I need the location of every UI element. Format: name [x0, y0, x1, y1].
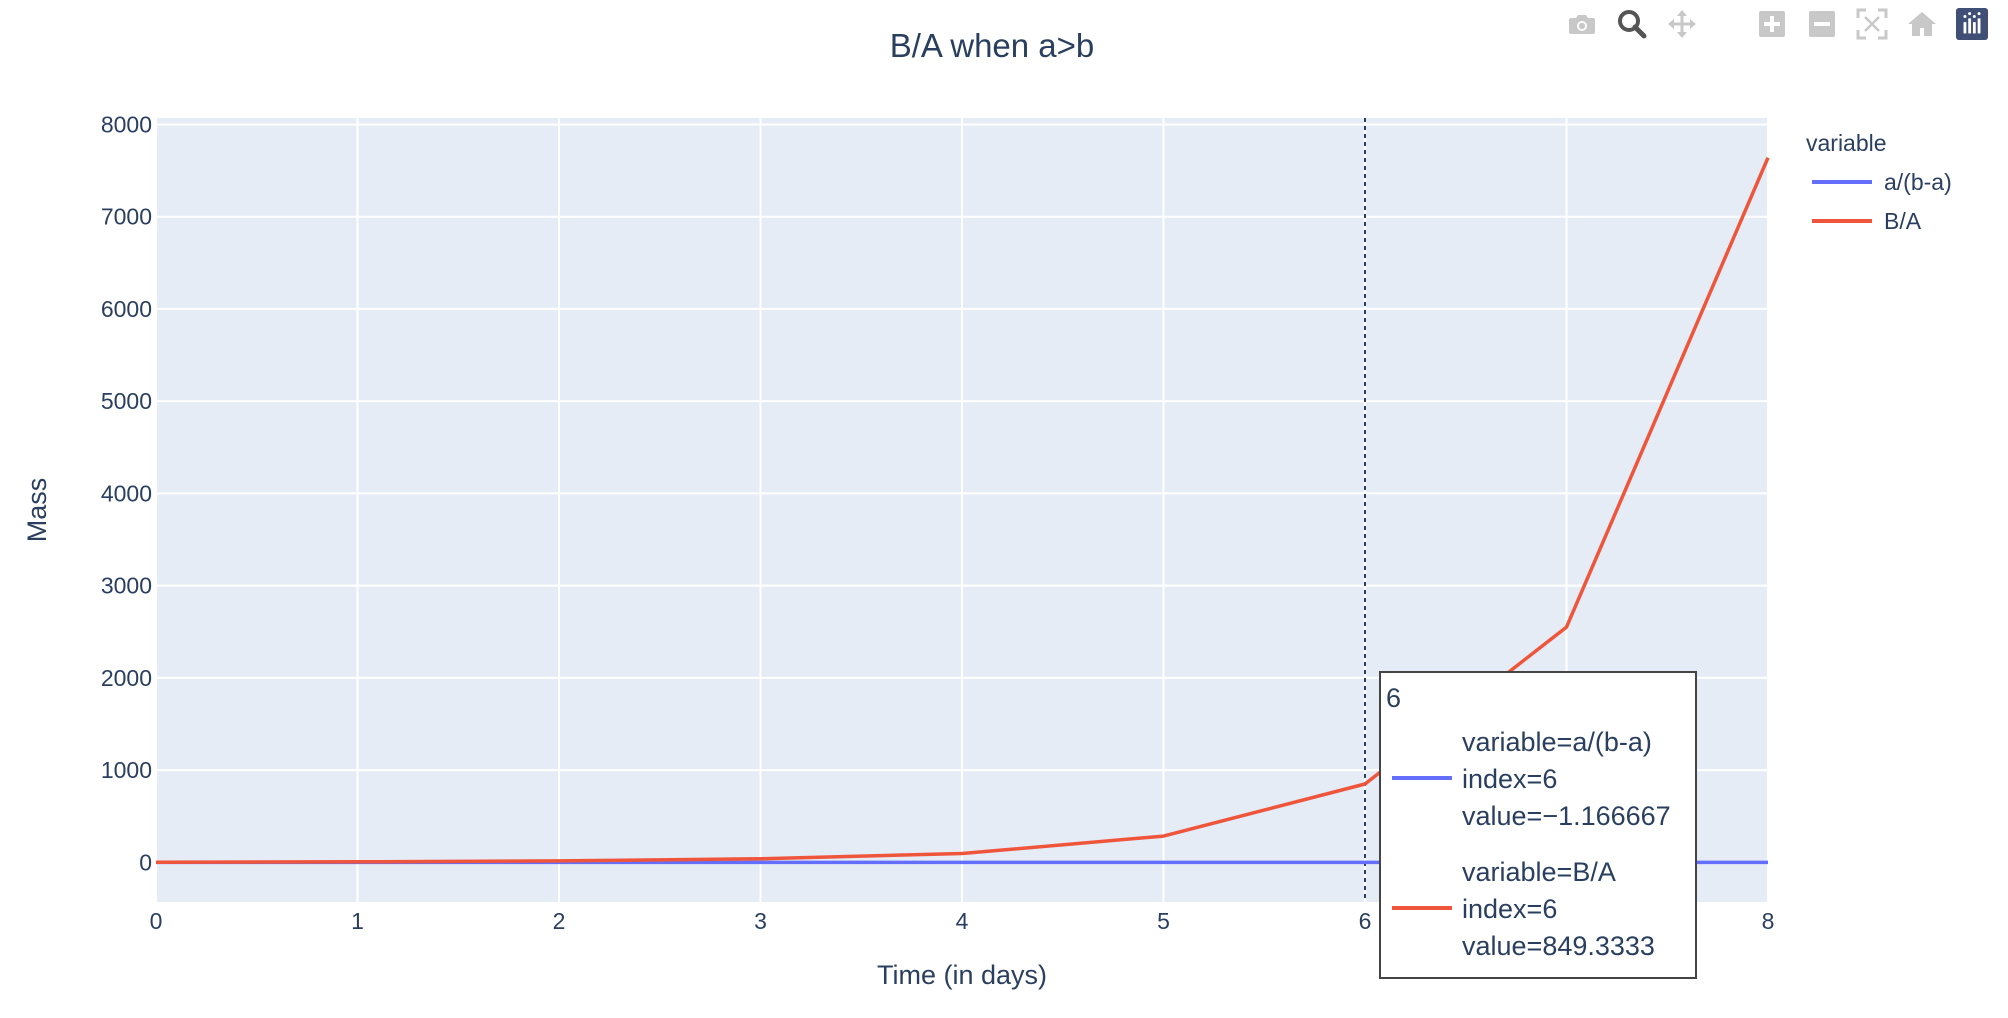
legend-title: variable	[1806, 130, 1887, 156]
x-tick-label: 2	[553, 908, 566, 934]
hover-tooltip: 6 variable=a/(b-a) index=6 value=−1.166667 v…	[1379, 671, 1697, 979]
y-tick-label: 5000	[101, 388, 152, 414]
x-tick-label: 0	[150, 908, 163, 934]
y-tick-label: 3000	[101, 573, 152, 599]
x-tick-label: 3	[754, 908, 767, 934]
legend-label: B/A	[1884, 208, 1922, 234]
y-axis-title: Mass	[22, 478, 52, 543]
x-tick-label: 5	[1157, 908, 1170, 934]
y-tick-label: 4000	[101, 480, 152, 506]
y-tick-label: 6000	[101, 296, 152, 322]
hover-entry-line: variable=B/A	[1462, 857, 1616, 887]
zoom-out-icon[interactable]	[1806, 8, 1838, 40]
y-tick-label: 7000	[101, 204, 152, 230]
x-tick-label: 4	[956, 908, 969, 934]
hover-entry-line: value=849.3333	[1462, 931, 1655, 961]
hover-tooltip-box	[1379, 671, 1697, 979]
hover-entry-line: variable=a/(b-a)	[1462, 727, 1652, 757]
hover-entry-line: index=6	[1462, 894, 1557, 924]
legend-item-0[interactable]: a/(b-a)	[1812, 169, 1952, 195]
hover-entry-line: index=6	[1462, 764, 1557, 794]
hover-x-label: 6	[1386, 683, 1401, 713]
y-tick-label: 0	[139, 849, 152, 875]
y-tick-label: 1000	[101, 757, 152, 783]
x-tick-label: 8	[1762, 908, 1775, 934]
legend-label: a/(b-a)	[1884, 169, 1952, 195]
pan-icon[interactable]	[1666, 8, 1698, 40]
x-tick-label: 6	[1359, 908, 1372, 934]
chart-title: B/A when a>b	[890, 27, 1095, 64]
zoom-icon[interactable]	[1616, 8, 1648, 40]
x-tick-label: 1	[351, 908, 364, 934]
camera-icon[interactable]	[1566, 8, 1598, 40]
y-tick-label: 2000	[101, 665, 152, 691]
autoscale-icon[interactable]	[1856, 8, 1888, 40]
y-tick-label: 8000	[101, 111, 152, 137]
legend-item-1[interactable]: B/A	[1812, 208, 1922, 234]
plotly-logo-icon[interactable]	[1956, 8, 1988, 40]
modebar	[1566, 8, 1988, 40]
hover-entry-line: value=−1.166667	[1462, 801, 1671, 831]
reset-axes-icon[interactable]	[1906, 8, 1938, 40]
x-axis-title: Time (in days)	[877, 960, 1047, 990]
zoom-in-icon[interactable]	[1756, 8, 1788, 40]
